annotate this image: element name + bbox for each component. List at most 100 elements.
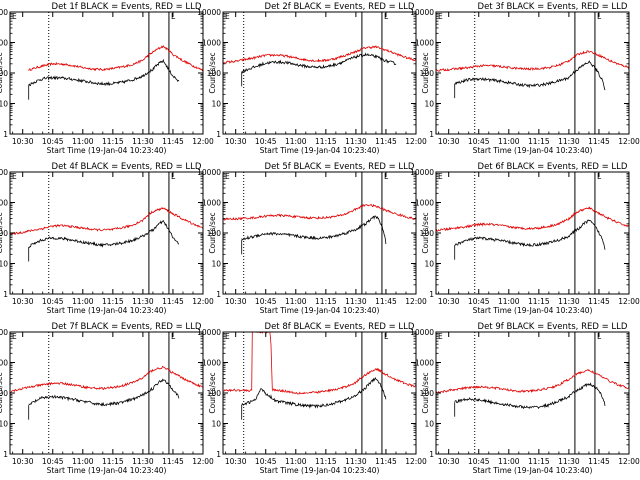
y-tick-label: 1 xyxy=(216,450,221,459)
x-tick-label: 10:45 xyxy=(42,457,64,466)
panel-title: Det 8f BLACK = Events, RED = LLD xyxy=(265,322,415,332)
panel-det-2: Det 2f BLACK = Events, RED = LLDEL110100… xyxy=(197,2,427,155)
panel-title: Det 4f BLACK = Events, RED = LLD xyxy=(52,162,202,172)
x-tick-label: 11:00 xyxy=(72,297,94,306)
x-axis-label: Start Time (19-Jan-04 10:23:40) xyxy=(473,146,593,155)
lld-trace xyxy=(28,45,203,72)
lld-trace xyxy=(436,206,629,232)
panel-title: Det 3f BLACK = Events, RED = LLD xyxy=(478,2,628,12)
x-tick-label: 11:45 xyxy=(162,457,184,466)
x-axis-label: Start Time (19-Jan-04 10:23:40) xyxy=(473,466,593,475)
y-tick-label: 1000 xyxy=(202,359,221,368)
x-tick-label: 10:45 xyxy=(255,457,277,466)
x-axis-label: Start Time (19-Jan-04 10:23:40) xyxy=(47,466,167,475)
x-tick-label: 11:00 xyxy=(72,457,94,466)
y-axis-label: Counts/sec xyxy=(0,372,4,413)
legend-mark-events: E xyxy=(438,332,443,341)
events-trace xyxy=(454,382,606,410)
panel-title: Det 9f BLACK = Events, RED = LLD xyxy=(478,322,628,332)
x-tick-label: 12:00 xyxy=(618,457,640,466)
y-tick-label: 10000 xyxy=(0,328,8,337)
y-tick-label: 1 xyxy=(216,130,221,139)
x-tick-label: 11:30 xyxy=(345,137,367,146)
x-tick-label: 11:15 xyxy=(315,297,337,306)
y-tick-label: 1 xyxy=(429,130,434,139)
plot-frame xyxy=(9,11,204,135)
x-tick-label: 11:30 xyxy=(558,457,580,466)
x-tick-label: 11:00 xyxy=(285,137,307,146)
y-tick-label: 10000 xyxy=(410,328,434,337)
x-tick-label: 10:45 xyxy=(42,137,64,146)
events-trace xyxy=(28,219,180,249)
x-tick-label: 11:45 xyxy=(588,297,610,306)
x-tick-label: 11:15 xyxy=(528,297,550,306)
y-tick-label: 100 xyxy=(0,69,8,78)
x-tick-label: 11:30 xyxy=(132,137,154,146)
x-tick-label: 11:15 xyxy=(102,137,124,146)
x-tick-label: 10:30 xyxy=(225,457,247,466)
plot-frame xyxy=(222,11,417,135)
y-tick-label: 10000 xyxy=(197,168,221,177)
panel-det-7: Det 7f BLACK = Events, RED = LLDEL110100… xyxy=(0,322,214,475)
x-tick-label: 11:30 xyxy=(558,297,580,306)
panel-det-3: Det 3f BLACK = Events, RED = LLDEL110100… xyxy=(410,2,640,155)
legend-mark-events: E xyxy=(438,12,443,21)
legend-mark-events: E xyxy=(438,172,443,181)
y-tick-label: 100 xyxy=(420,229,435,238)
x-tick-label: 12:00 xyxy=(405,297,427,306)
y-tick-label: 100 xyxy=(420,69,435,78)
y-axis-label: Counts/sec xyxy=(421,212,430,253)
x-tick-label: 10:30 xyxy=(438,137,460,146)
events-trace xyxy=(241,215,387,244)
y-tick-label: 1 xyxy=(429,290,434,299)
panel-det-5: Det 5f BLACK = Events, RED = LLDEL110100… xyxy=(197,162,427,315)
x-tick-label: 11:00 xyxy=(285,457,307,466)
x-tick-label: 11:45 xyxy=(375,137,397,146)
x-tick-label: 11:00 xyxy=(498,297,520,306)
x-axis-label: Start Time (19-Jan-04 10:23:40) xyxy=(260,466,380,475)
x-tick-label: 11:30 xyxy=(558,137,580,146)
y-tick-label: 10000 xyxy=(410,168,434,177)
panel-det-6: Det 6f BLACK = Events, RED = LLDEL110100… xyxy=(410,162,640,315)
legend-mark-events: E xyxy=(225,172,230,181)
y-tick-label: 10 xyxy=(424,100,434,109)
y-tick-label: 10000 xyxy=(197,328,221,337)
lld-trace xyxy=(223,45,416,64)
events-trace xyxy=(454,60,606,91)
y-tick-label: 10 xyxy=(211,420,221,429)
y-tick-label: 100 xyxy=(0,389,8,398)
x-tick-label: 10:30 xyxy=(225,297,247,306)
x-tick-label: 11:15 xyxy=(315,457,337,466)
y-axis-label: Counts/sec xyxy=(0,52,4,93)
y-tick-label: 1 xyxy=(3,290,8,299)
lld-trace xyxy=(10,207,203,236)
x-tick-label: 11:30 xyxy=(132,297,154,306)
x-tick-label: 12:00 xyxy=(192,457,214,466)
x-tick-label: 10:45 xyxy=(468,137,490,146)
x-tick-label: 10:45 xyxy=(255,137,277,146)
legend-mark-events: E xyxy=(12,12,17,21)
y-tick-label: 1000 xyxy=(0,199,8,208)
y-tick-label: 10 xyxy=(0,100,8,109)
events-trace xyxy=(28,378,180,407)
plot-frame xyxy=(9,331,204,455)
y-axis-label: Counts/sec xyxy=(208,52,217,93)
x-axis-label: Start Time (19-Jan-04 10:23:40) xyxy=(47,146,167,155)
x-tick-label: 10:45 xyxy=(468,297,490,306)
y-tick-label: 1000 xyxy=(415,39,434,48)
x-tick-label: 11:45 xyxy=(375,457,397,466)
panel-det-9: Det 9f BLACK = Events, RED = LLDEL110100… xyxy=(410,322,640,475)
x-tick-label: 11:00 xyxy=(72,137,94,146)
y-tick-label: 100 xyxy=(0,229,8,238)
panel-title: Det 5f BLACK = Events, RED = LLD xyxy=(265,162,415,172)
y-axis-label: Counts/sec xyxy=(0,212,4,253)
lld-trace xyxy=(223,203,416,221)
y-tick-label: 1000 xyxy=(415,359,434,368)
x-tick-label: 11:00 xyxy=(498,137,520,146)
y-tick-label: 1000 xyxy=(0,39,8,48)
y-tick-label: 1000 xyxy=(0,359,8,368)
legend-mark-events: E xyxy=(225,12,230,21)
panel-title: Det 7f BLACK = Events, RED = LLD xyxy=(52,322,202,332)
x-tick-label: 12:00 xyxy=(192,137,214,146)
x-tick-label: 11:00 xyxy=(498,457,520,466)
